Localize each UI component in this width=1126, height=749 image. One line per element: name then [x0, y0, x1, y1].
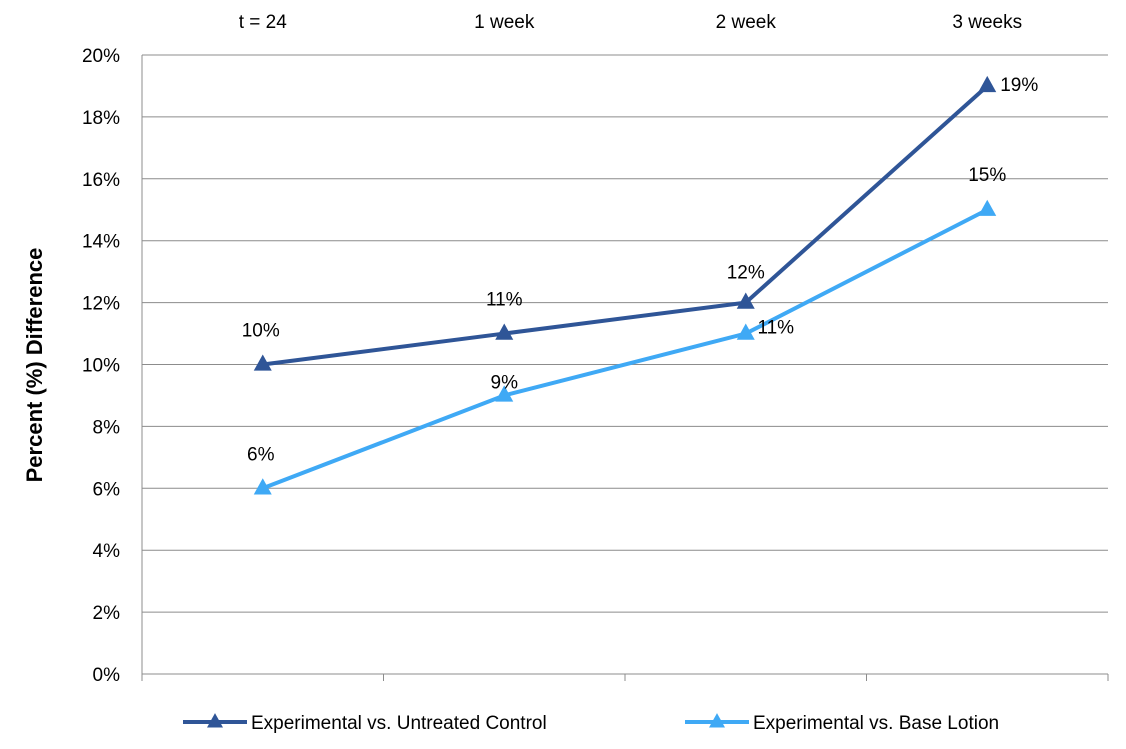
- data-label: 12%: [727, 263, 765, 284]
- data-point-marker: [253, 478, 272, 495]
- series-line: [262, 207, 989, 491]
- data-point-marker: [495, 385, 514, 402]
- y-tick-label: 14%: [82, 232, 120, 253]
- legend: Experimental vs. Untreated Control Experi…: [183, 713, 999, 734]
- legend-label: Experimental vs. Base Lotion: [753, 713, 999, 734]
- data-point-marker: [736, 292, 755, 309]
- data-label: 9%: [491, 372, 519, 393]
- legend-label: Experimental vs. Untreated Control: [251, 713, 547, 734]
- y-tick-label: 4%: [93, 541, 121, 562]
- data-point-marker: [495, 323, 514, 340]
- x-tick-label: 1 week: [474, 12, 535, 33]
- data-label: 11%: [486, 290, 523, 311]
- legend-marker: [207, 713, 223, 728]
- data-point-marker: [978, 199, 997, 216]
- y-tick-label: 6%: [93, 479, 121, 500]
- x-tick-label: t = 24: [239, 12, 287, 33]
- x-tick-label: 2 week: [716, 12, 777, 33]
- data-label: 15%: [968, 165, 1006, 186]
- axes: 0% 2% 4% 6% 8% 10% 12% 14% 16% 18% 20% t = 24 1 week…: [82, 12, 1109, 686]
- series: [253, 75, 997, 495]
- y-tick-label: 2%: [93, 603, 121, 624]
- y-tick-label: 18%: [82, 108, 120, 129]
- data-labels: 10% 11% 12% 19% 6% 9% 11% 15%: [242, 75, 1039, 465]
- data-point-marker: [978, 75, 997, 93]
- series-line: [262, 84, 989, 367]
- y-tick-label: 12%: [82, 294, 120, 315]
- y-axis-title: Percent (%) Difference: [22, 248, 47, 483]
- data-label: 11%: [757, 318, 794, 339]
- y-tick-label: 20%: [82, 46, 120, 67]
- data-point-marker: [736, 323, 755, 340]
- legend-marker: [709, 713, 725, 728]
- data-label: 10%: [242, 321, 280, 342]
- data-point-marker: [253, 354, 272, 371]
- y-tick-label: 0%: [93, 665, 121, 686]
- y-tick-label: 8%: [93, 417, 121, 438]
- data-label: 19%: [1000, 75, 1038, 96]
- x-tick-label: 3 weeks: [952, 12, 1022, 33]
- y-tick-label: 16%: [82, 170, 120, 191]
- y-tick-label: 10%: [82, 356, 120, 377]
- data-label: 6%: [247, 444, 275, 465]
